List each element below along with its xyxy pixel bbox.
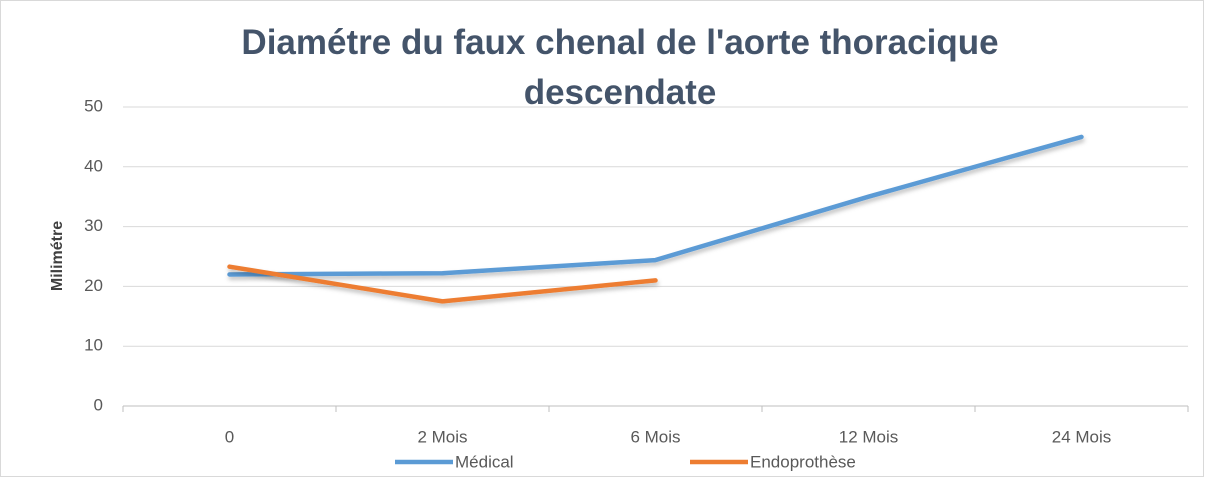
y-tick-label: 20 [84, 276, 103, 295]
chart-title: Diamétre du faux chenal de l'aorte thora… [241, 23, 999, 112]
series-line [227, 264, 658, 304]
y-tick-label: 10 [84, 336, 103, 355]
x-tick-label: 6 Mois [630, 427, 680, 446]
y-tick-label: 40 [84, 156, 103, 175]
y-axis-label: Milimétre [49, 221, 66, 291]
y-tick-label: 30 [84, 216, 103, 235]
x-tick-label: 2 Mois [417, 427, 467, 446]
y-tick-label: 50 [84, 96, 103, 115]
x-tick-label: 0 [225, 427, 234, 446]
y-tick-label: 0 [94, 395, 103, 414]
legend-label: Endoprothèse [750, 452, 856, 471]
x-tick-label: 12 Mois [839, 427, 899, 446]
legend-label: Médical [455, 452, 514, 471]
x-tick-label: 24 Mois [1052, 427, 1112, 446]
series-line [227, 134, 1084, 277]
